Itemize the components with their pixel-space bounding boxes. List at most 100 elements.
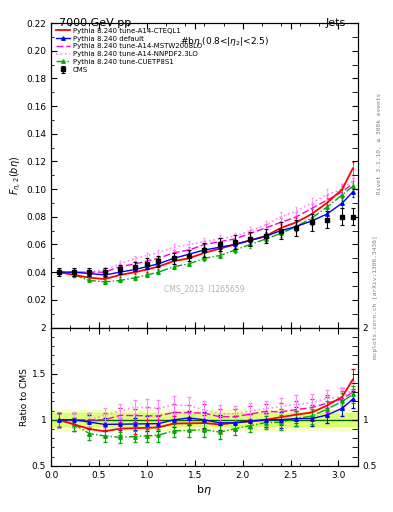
- Pythia 8.240 tune-A14-CTEQL1: [263, 233, 268, 239]
- Pythia 8.240 tune-A14-MSTW2008LO: [87, 269, 92, 275]
- Pythia 8.240 tune-CUETP8S1: [279, 230, 283, 237]
- Text: Rivet 3.1.10, ≥ 300k events: Rivet 3.1.10, ≥ 300k events: [377, 93, 382, 194]
- Pythia 8.240 tune-A14-CTEQL1: [72, 272, 77, 278]
- Pythia 8.240 tune-A14-NNPDF2.3LO: [202, 239, 207, 245]
- Pythia 8.240 tune-A14-CTEQL1: [87, 274, 92, 281]
- Text: CMS_2013  I1265659: CMS_2013 I1265659: [164, 284, 245, 293]
- Pythia 8.240 tune-A14-CTEQL1: [118, 272, 123, 278]
- Line: Pythia 8.240 tune-A14-NNPDF2.3LO: Pythia 8.240 tune-A14-NNPDF2.3LO: [59, 181, 353, 272]
- Pythia 8.240 tune-CUETP8S1: [87, 278, 92, 284]
- Pythia 8.240 tune-A14-NNPDF2.3LO: [248, 227, 253, 233]
- Pythia 8.240 tune-A14-CTEQL1: [325, 200, 329, 206]
- Pythia 8.240 tune-CUETP8S1: [351, 183, 355, 189]
- Pythia 8.240 default: [145, 264, 149, 270]
- X-axis label: b$\eta$: b$\eta$: [196, 482, 212, 497]
- Pythia 8.240 tune-A14-CTEQL1: [248, 237, 253, 243]
- Pythia 8.240 tune-A14-NNPDF2.3LO: [187, 242, 191, 248]
- Pythia 8.240 tune-CUETP8S1: [248, 242, 253, 248]
- Pythia 8.240 default: [217, 244, 222, 250]
- Pythia 8.240 tune-A14-NNPDF2.3LO: [351, 178, 355, 184]
- Pythia 8.240 default: [309, 218, 314, 224]
- Pythia 8.240 tune-A14-MSTW2008LO: [325, 197, 329, 203]
- Pythia 8.240 tune-CUETP8S1: [263, 236, 268, 242]
- Pythia 8.240 tune-A14-MSTW2008LO: [133, 261, 138, 267]
- Pythia 8.240 default: [187, 251, 191, 257]
- Pythia 8.240 tune-A14-MSTW2008LO: [279, 219, 283, 225]
- Pythia 8.240 default: [118, 269, 123, 275]
- Y-axis label: $F_{\eta,2}(b\eta)$: $F_{\eta,2}(b\eta)$: [9, 156, 23, 195]
- Pythia 8.240 tune-A14-NNPDF2.3LO: [102, 266, 107, 272]
- Pythia 8.240 tune-A14-MSTW2008LO: [233, 236, 237, 242]
- Pythia 8.240 tune-A14-MSTW2008LO: [351, 181, 355, 187]
- Pythia 8.240 default: [325, 211, 329, 217]
- Pythia 8.240 tune-A14-MSTW2008LO: [57, 269, 61, 275]
- Pythia 8.240 default: [340, 200, 345, 206]
- Pythia 8.240 tune-A14-CTEQL1: [145, 266, 149, 272]
- Pythia 8.240 tune-A14-NNPDF2.3LO: [263, 222, 268, 228]
- Pythia 8.240 tune-A14-MSTW2008LO: [72, 269, 77, 275]
- Pythia 8.240 tune-A14-MSTW2008LO: [118, 264, 123, 270]
- Pythia 8.240 tune-CUETP8S1: [102, 279, 107, 285]
- Pythia 8.240 tune-A14-CTEQL1: [102, 276, 107, 282]
- Pythia 8.240 default: [294, 223, 299, 229]
- Y-axis label: Ratio to CMS: Ratio to CMS: [20, 368, 29, 425]
- Pythia 8.240 tune-A14-MSTW2008LO: [102, 269, 107, 275]
- Pythia 8.240 tune-A14-NNPDF2.3LO: [294, 208, 299, 215]
- Pythia 8.240 tune-CUETP8S1: [202, 255, 207, 262]
- Pythia 8.240 default: [202, 247, 207, 253]
- Pythia 8.240 tune-A14-CTEQL1: [217, 246, 222, 252]
- Pythia 8.240 tune-A14-NNPDF2.3LO: [171, 244, 176, 250]
- Pythia 8.240 tune-A14-CTEQL1: [187, 255, 191, 262]
- Pythia 8.240 tune-A14-MSTW2008LO: [309, 205, 314, 211]
- Legend: Pythia 8.240 tune-A14-CTEQL1, Pythia 8.240 default, Pythia 8.240 tune-A14-MSTW20: Pythia 8.240 tune-A14-CTEQL1, Pythia 8.2…: [55, 27, 203, 74]
- Pythia 8.240 tune-CUETP8S1: [233, 247, 237, 253]
- Bar: [51, 410, 358, 430]
- Pythia 8.240 tune-A14-NNPDF2.3LO: [118, 261, 123, 267]
- Pythia 8.240 tune-A14-CTEQL1: [340, 186, 345, 192]
- Pythia 8.240 tune-A14-NNPDF2.3LO: [325, 191, 329, 198]
- Pythia 8.240 default: [351, 189, 355, 195]
- Pythia 8.240 tune-A14-MSTW2008LO: [263, 225, 268, 231]
- Pythia 8.240 tune-CUETP8S1: [171, 264, 176, 270]
- Pythia 8.240 tune-CUETP8S1: [309, 215, 314, 221]
- Pythia 8.240 default: [263, 233, 268, 239]
- Pythia 8.240 tune-A14-CTEQL1: [233, 242, 237, 248]
- Text: mcplots.cern.ch [arXiv:1306.3436]: mcplots.cern.ch [arXiv:1306.3436]: [373, 235, 378, 359]
- Pythia 8.240 default: [57, 269, 61, 275]
- Pythia 8.240 tune-CUETP8S1: [156, 269, 161, 275]
- Pythia 8.240 tune-A14-MSTW2008LO: [145, 258, 149, 264]
- Pythia 8.240 tune-CUETP8S1: [187, 261, 191, 267]
- Pythia 8.240 default: [72, 269, 77, 275]
- Pythia 8.240 default: [171, 255, 176, 262]
- Pythia 8.240 default: [279, 227, 283, 233]
- Pythia 8.240 tune-A14-MSTW2008LO: [294, 214, 299, 220]
- Pythia 8.240 tune-A14-CTEQL1: [351, 165, 355, 172]
- Line: Pythia 8.240 tune-A14-MSTW2008LO: Pythia 8.240 tune-A14-MSTW2008LO: [59, 184, 353, 272]
- Pythia 8.240 tune-A14-NNPDF2.3LO: [145, 252, 149, 259]
- Pythia 8.240 tune-A14-NNPDF2.3LO: [233, 233, 237, 239]
- Pythia 8.240 tune-A14-NNPDF2.3LO: [156, 250, 161, 256]
- Pythia 8.240 tune-A14-NNPDF2.3LO: [72, 269, 77, 275]
- Pythia 8.240 tune-A14-CTEQL1: [294, 219, 299, 225]
- Pythia 8.240 default: [156, 261, 161, 267]
- Text: 7000 GeV pp: 7000 GeV pp: [59, 18, 131, 28]
- Pythia 8.240 default: [248, 237, 253, 243]
- Pythia 8.240 tune-A14-MSTW2008LO: [156, 255, 161, 262]
- Pythia 8.240 tune-A14-CTEQL1: [279, 225, 283, 231]
- Pythia 8.240 tune-CUETP8S1: [118, 278, 123, 284]
- Pythia 8.240 tune-CUETP8S1: [72, 272, 77, 278]
- Pythia 8.240 tune-A14-CTEQL1: [57, 269, 61, 275]
- Pythia 8.240 tune-CUETP8S1: [133, 274, 138, 281]
- Pythia 8.240 tune-A14-NNPDF2.3LO: [340, 186, 345, 192]
- Pythia 8.240 tune-CUETP8S1: [325, 204, 329, 210]
- Pythia 8.240 tune-A14-MSTW2008LO: [340, 189, 345, 195]
- Pythia 8.240 tune-A14-MSTW2008LO: [248, 230, 253, 237]
- Text: Jets: Jets: [325, 18, 346, 28]
- Pythia 8.240 tune-CUETP8S1: [340, 191, 345, 198]
- Pythia 8.240 default: [233, 242, 237, 248]
- Pythia 8.240 tune-A14-CTEQL1: [133, 269, 138, 275]
- Pythia 8.240 tune-A14-NNPDF2.3LO: [133, 255, 138, 262]
- Pythia 8.240 tune-A14-MSTW2008LO: [217, 239, 222, 245]
- Pythia 8.240 tune-A14-MSTW2008LO: [202, 242, 207, 248]
- Pythia 8.240 tune-A14-NNPDF2.3LO: [217, 236, 222, 242]
